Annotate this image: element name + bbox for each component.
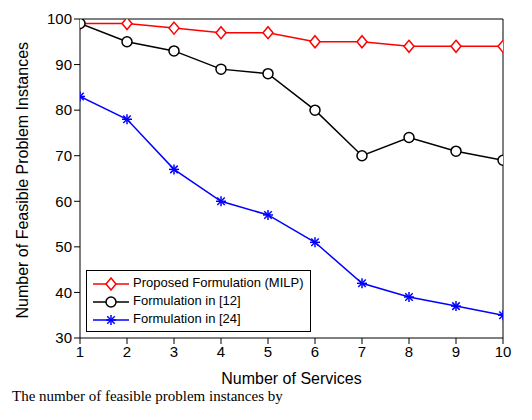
html-text:The number of feasible problem: The number of feasible problem instances…: [12, 388, 283, 404]
svg-text:100: 100: [47, 10, 72, 27]
svg-text:90: 90: [55, 56, 72, 73]
svg-text:10: 10: [495, 343, 512, 360]
svg-text:30: 30: [55, 329, 72, 346]
svg-text:Number of Feasible Problem Ins: Number of Feasible Problem Instances: [14, 42, 31, 319]
svg-text:7: 7: [358, 343, 366, 360]
svg-text:70: 70: [55, 147, 72, 164]
svg-text:9: 9: [452, 343, 460, 360]
svg-text:80: 80: [55, 101, 72, 118]
svg-text:Number of Services: Number of Services: [221, 370, 362, 387]
svg-text:1: 1: [76, 343, 84, 360]
html-text:Formulation in [12]: Formulation in [12]: [133, 293, 241, 308]
svg-text:4: 4: [217, 343, 225, 360]
svg-text:3: 3: [170, 343, 178, 360]
svg-text:50: 50: [55, 238, 72, 255]
html-text:Proposed Formulation (MILP): Proposed Formulation (MILP): [133, 275, 304, 290]
svg-text:6: 6: [311, 343, 319, 360]
html-text:Formulation in [24]: Formulation in [24]: [133, 311, 241, 326]
svg-text:2: 2: [123, 343, 131, 360]
svg-text:5: 5: [264, 343, 272, 360]
svg-text:40: 40: [55, 284, 72, 301]
svg-text:8: 8: [405, 343, 413, 360]
svg-text:60: 60: [55, 193, 72, 210]
